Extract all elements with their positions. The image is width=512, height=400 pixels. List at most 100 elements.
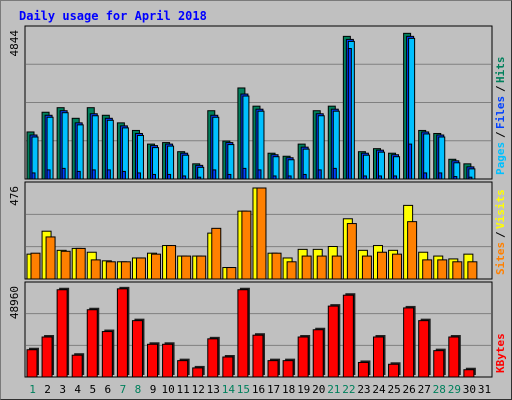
kbytes-bar — [237, 289, 249, 378]
pages-bar — [31, 172, 36, 180]
pages-bar — [287, 175, 292, 180]
files-face — [257, 110, 265, 180]
kbytes-bar — [282, 360, 294, 378]
sites-bar — [256, 187, 267, 280]
kbytes-bar — [222, 356, 234, 378]
kbytes-bar — [372, 336, 384, 378]
x-tick-label: 2 — [44, 383, 51, 396]
kbytes-bar — [116, 288, 128, 378]
pages-bar — [91, 169, 96, 180]
pages-bar — [393, 175, 398, 180]
x-tick-label: 14 — [222, 383, 236, 396]
pages-bar — [167, 173, 172, 180]
pages-bar — [46, 169, 51, 180]
pages-bar — [302, 173, 307, 180]
x-tick-label: 1 — [29, 383, 36, 396]
pages-bar — [362, 175, 367, 180]
kbytes-bar — [41, 336, 53, 378]
legend-sites: Sites — [494, 242, 507, 275]
sites-bar — [105, 261, 116, 280]
pages-bar — [317, 169, 322, 180]
kbytes-bar — [252, 334, 264, 378]
pages-bar — [257, 169, 262, 180]
files-face — [76, 124, 84, 180]
sites-bar — [151, 253, 162, 280]
legend-hits: Hits — [494, 57, 507, 84]
kbytes-bar — [147, 343, 159, 378]
kbytes-bar — [207, 338, 219, 378]
pages-bar — [152, 173, 157, 180]
x-tick-label: 12 — [192, 383, 205, 396]
pages-bar — [438, 172, 443, 180]
kbytes-bar — [418, 320, 430, 378]
kbytes-bar — [86, 309, 98, 378]
sites-bar — [45, 236, 56, 280]
files-face — [182, 154, 190, 180]
kbytes-bar — [71, 354, 83, 378]
pages-bar — [423, 172, 428, 180]
sites-bar — [422, 259, 433, 280]
x-tick-label: 30 — [463, 383, 476, 396]
pages-bar — [408, 143, 413, 180]
pages-bar — [468, 176, 473, 180]
sites-bar — [316, 255, 327, 280]
kbytes-bar — [162, 343, 174, 378]
sites-bar — [60, 250, 71, 280]
x-tick-label: 9 — [150, 383, 157, 396]
sites-bar — [135, 257, 146, 280]
kbytes-bar — [403, 307, 415, 378]
pages-bar — [453, 176, 458, 180]
kbytes-bar — [267, 360, 279, 378]
sites-bar — [30, 252, 41, 280]
x-tick-label: 3 — [59, 383, 66, 396]
x-tick-label: 21 — [327, 383, 340, 396]
sites-bar — [241, 210, 252, 280]
x-tick-label: 28 — [433, 383, 446, 396]
kbytes-bar — [388, 363, 400, 378]
x-tick-label: 24 — [372, 383, 386, 396]
x-tick-label: 5 — [89, 383, 96, 396]
pages-bar — [136, 172, 141, 180]
y-max-label-bottom: 48960 — [8, 286, 21, 319]
kbytes-bar — [297, 336, 309, 378]
x-tick-label: 11 — [177, 383, 190, 396]
files-face — [242, 95, 250, 180]
sites-bar — [211, 227, 222, 280]
sites-bar — [392, 253, 403, 280]
x-tick-label: 29 — [448, 383, 461, 396]
pages-bar — [106, 169, 111, 180]
kbytes-bar — [101, 331, 113, 378]
pages-bar — [242, 167, 247, 180]
pages-bar — [76, 170, 81, 180]
kbytes-bar — [327, 305, 339, 378]
sites-bar — [452, 261, 463, 280]
x-tick-label: 17 — [267, 383, 280, 396]
sites-bar — [166, 245, 177, 280]
x-tick-label: 23 — [357, 383, 370, 396]
x-tick-label: 20 — [312, 383, 325, 396]
sites-bar — [407, 221, 418, 280]
pages-bar — [61, 167, 66, 180]
legend-pages: Pages — [494, 142, 507, 175]
legend-kbytes: KBytes — [494, 333, 507, 373]
files-face — [227, 144, 235, 180]
kbytes-bar — [342, 294, 354, 378]
sites-bar — [331, 255, 342, 280]
kbytes-bar — [463, 369, 475, 378]
x-tick-label: 16 — [252, 383, 265, 396]
x-tick-label: 27 — [418, 383, 431, 396]
legend-visits: Visits — [494, 189, 507, 229]
files-face — [377, 151, 385, 180]
sites-bar — [346, 223, 357, 280]
sites-bar — [271, 252, 282, 280]
y-max-label-top: 4844 — [8, 30, 21, 57]
sites-bar — [286, 261, 297, 280]
sites-bar — [120, 261, 131, 280]
pages-bar — [347, 48, 352, 180]
y-max-label-middle: 476 — [8, 186, 21, 206]
x-tick-label: 4 — [74, 383, 81, 396]
kbytes-bar — [26, 349, 38, 378]
sites-bar — [75, 247, 86, 280]
